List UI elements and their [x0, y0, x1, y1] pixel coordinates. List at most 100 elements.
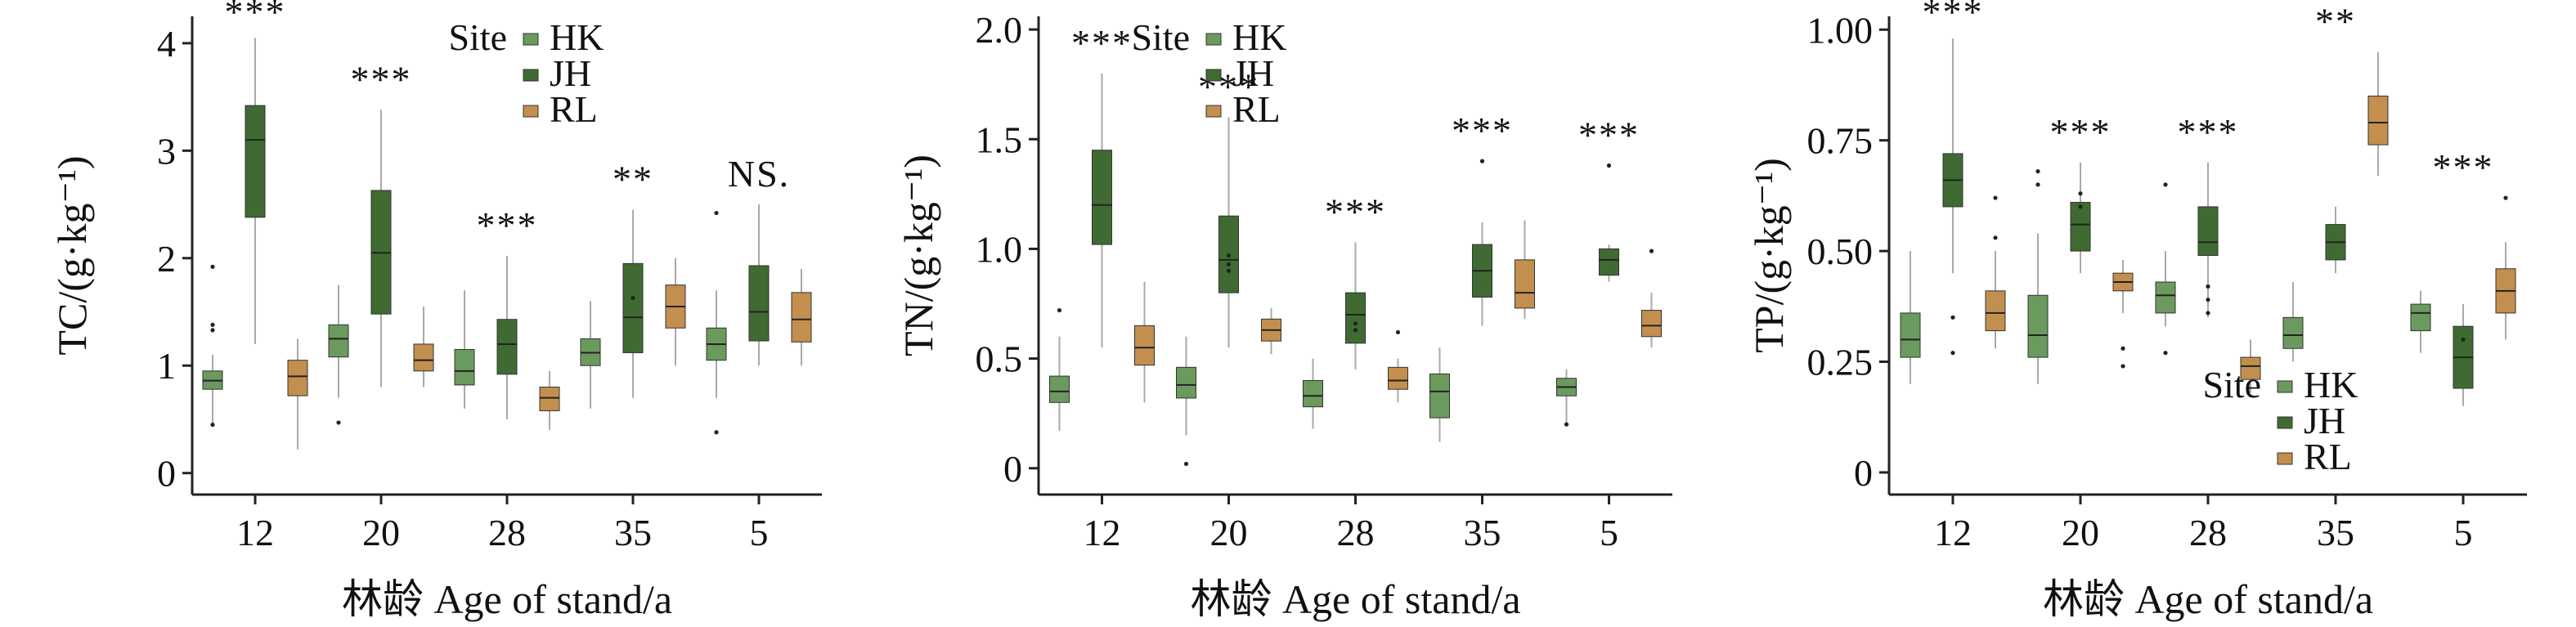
- box-body: [328, 324, 349, 358]
- outlier-point: [2461, 337, 2466, 343]
- outlier-point: [2035, 182, 2040, 187]
- outlier-point: [1395, 329, 1401, 335]
- box-body: [1900, 312, 1921, 358]
- box-RL-35: [2367, 52, 2389, 176]
- box-body: [1134, 325, 1155, 366]
- outlier-point: [2163, 351, 2168, 356]
- box-JH-20: [1218, 117, 1239, 348]
- box-HK-35: [1429, 347, 1450, 442]
- y-tick-label: 0.50: [1807, 231, 1874, 272]
- x-tick-label: 20: [1210, 512, 1248, 553]
- box-HK-28: [1303, 358, 1323, 429]
- box-body: [2027, 294, 2049, 358]
- legend-swatch-JH: [523, 69, 539, 82]
- outlier-point: [714, 430, 719, 435]
- legend-swatch-JH: [2277, 416, 2293, 429]
- box-body: [791, 292, 812, 343]
- legend-swatch-HK: [523, 33, 539, 46]
- outlier-point: [2120, 364, 2125, 369]
- y-tick-label: 1.00: [1807, 9, 1874, 51]
- legend-label: HK: [550, 16, 604, 58]
- box-HK-12: [202, 264, 223, 428]
- box-RL-12: [1134, 281, 1155, 403]
- outlier-point: [1649, 249, 1654, 253]
- box-HK-12: [1049, 307, 1070, 432]
- y-tick-label: 2: [157, 238, 176, 280]
- outlier-point: [1606, 163, 1612, 168]
- box-JH-28: [2197, 162, 2219, 318]
- outlier-point: [1993, 235, 1998, 240]
- outlier-point: [1353, 321, 1358, 326]
- box-body: [622, 262, 644, 353]
- significance-label: ***: [225, 0, 286, 33]
- box-RL-28: [539, 370, 560, 431]
- legend-label: JH: [2304, 400, 2345, 441]
- y-axis-title: TC/(g·kg⁻¹): [49, 155, 95, 355]
- box-RL-12: [1985, 195, 2006, 349]
- box-RL-20: [1261, 307, 1281, 355]
- box-body: [454, 349, 475, 386]
- significance-label: ***: [477, 204, 538, 246]
- y-axis-title: TN/(g·kg⁻¹): [895, 155, 941, 356]
- panel-tn: 0 0.5 1.0 1.5 2.0 12 20 28 35 5 林龄 Age of stand/a T…: [895, 9, 1672, 622]
- legend-swatch-HK: [1205, 33, 1222, 46]
- legend-swatch-HK: [2277, 380, 2293, 393]
- box-HK-12: [1900, 251, 1921, 384]
- box-RL-28: [1388, 329, 1408, 403]
- box-JH-12: [1942, 38, 1963, 356]
- outlier-point: [631, 295, 635, 301]
- x-tick-label: 12: [1934, 512, 1972, 553]
- x-tick-label: 12: [1084, 512, 1121, 553]
- y-tick-label: 0.25: [1807, 342, 1874, 383]
- y-tick-label: 0.75: [1807, 120, 1874, 162]
- legend-label: HK: [1232, 16, 1286, 58]
- box-RL-28: [2240, 339, 2261, 393]
- box-body: [1429, 373, 1450, 419]
- box-HK-5: [1556, 369, 1577, 427]
- box-body: [1049, 375, 1070, 403]
- y-tick-label: 4: [157, 23, 176, 65]
- box-body: [748, 265, 770, 342]
- significance-label: ***: [1452, 110, 1513, 151]
- outlier-point: [2206, 284, 2210, 289]
- x-tick-label: 5: [750, 512, 769, 553]
- box-JH-12: [1092, 73, 1112, 348]
- legend-swatch-JH: [1205, 69, 1222, 82]
- outlier-point: [2206, 298, 2210, 302]
- box-body: [1303, 379, 1323, 408]
- outlier-point: [1950, 315, 1955, 320]
- box-JH-12: [245, 38, 266, 344]
- y-tick-label: 1.0: [976, 228, 1023, 270]
- outlier-point: [1993, 195, 1998, 200]
- outlier-point: [1950, 351, 1955, 356]
- box-body: [1345, 292, 1366, 344]
- y-tick-label: 2.0: [976, 9, 1023, 51]
- legend-title: Site: [448, 16, 507, 58]
- x-tick-label: 28: [2189, 512, 2227, 553]
- box-body: [2070, 202, 2091, 252]
- box-HK-28: [2155, 182, 2176, 356]
- box-JH-5: [2453, 304, 2474, 406]
- box-HK-28: [454, 290, 475, 409]
- significance-label: ***: [1923, 0, 1984, 33]
- box-JH-5: [1599, 163, 1619, 282]
- x-tick-label: 35: [1464, 512, 1501, 553]
- box-HK-35: [2282, 282, 2304, 362]
- box-body: [2155, 281, 2176, 314]
- box-JH-35: [1472, 159, 1492, 326]
- outlier-point: [1057, 307, 1062, 313]
- significance-label: ***: [1071, 22, 1133, 64]
- panel-tp: 0 0.25 0.50 0.75 1.00 12 20 28 35 5 林龄 Age of stan…: [1746, 0, 2527, 622]
- legend-label: RL: [1232, 88, 1281, 130]
- x-tick-label: 5: [2454, 512, 2473, 553]
- box-HK-35: [580, 301, 601, 409]
- box-body: [1515, 259, 1535, 309]
- box-RL-5: [2495, 195, 2516, 340]
- box-body: [1599, 248, 1619, 276]
- box-body: [245, 105, 266, 218]
- box-body: [1092, 150, 1112, 245]
- outlier-point: [1226, 268, 1232, 273]
